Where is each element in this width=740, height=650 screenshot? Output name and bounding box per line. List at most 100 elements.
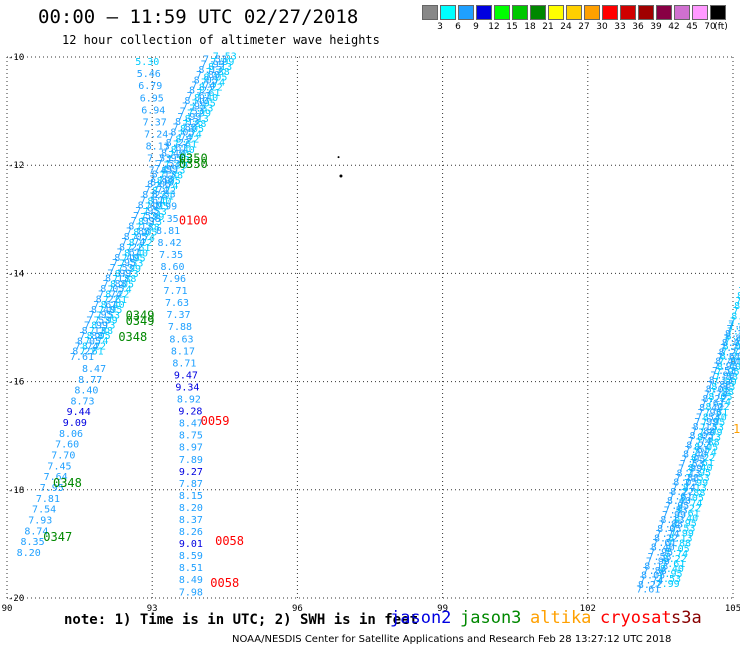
track-ribbon-value: 7.95 — [698, 408, 722, 419]
track-ribbon-value: 7.74 — [178, 129, 202, 140]
track-ribbon-value: 7.88 — [723, 333, 740, 344]
track-ribbon-value: 8.13 — [91, 321, 115, 332]
legend-swatch — [584, 5, 600, 20]
track-ribbon-value: 8.05 — [666, 544, 690, 555]
track-ribbon-value: 8.05 — [641, 571, 665, 582]
lon-tick-label: 99 — [437, 604, 448, 612]
legend-swatch — [476, 5, 492, 20]
track-ribbon-value: 8.13 — [82, 326, 106, 337]
wave-height-value: 9.34 — [175, 382, 199, 393]
track-ribbon-value: 7.95 — [159, 154, 183, 165]
wave-height-value: 8.74 — [24, 526, 48, 537]
track-ribbon-value: 8.22 — [677, 503, 701, 514]
track-ribbon-value: 7.74 — [672, 482, 696, 493]
track-ribbon-value: 8.22 — [199, 83, 223, 94]
track-ribbon-value: 7.99 — [646, 557, 670, 568]
track-ribbon-value: 8.40 — [715, 357, 739, 368]
track-ribbon-value: 8.05 — [180, 124, 204, 135]
track-ribbon-value: 8.05 — [133, 228, 157, 239]
pass-time-label: 0350 — [179, 157, 208, 171]
track-ribbon-value: 7.99 — [210, 57, 234, 68]
track-ribbon-value: 8.40 — [683, 450, 707, 461]
legend-swatch — [602, 5, 618, 20]
track-ribbon-value: 8.05 — [680, 493, 704, 504]
track-ribbon-value: 7.74 — [84, 336, 108, 347]
track-ribbon-value: 7.61 — [163, 143, 187, 154]
track-ribbon-value: 7.53 — [143, 207, 167, 218]
satellite-name: s3a — [671, 608, 702, 628]
wave-height-value: 8.71 — [172, 358, 196, 369]
track-ribbon-value: 8.40 — [688, 463, 712, 474]
track-ribbon-value: 8.22 — [119, 242, 143, 253]
track-ribbon-value: 8.40 — [91, 305, 115, 316]
track-ribbon-value: 8.13 — [644, 561, 668, 572]
track-ribbon-value: 7.61 — [93, 300, 117, 311]
wave-height-value: 7.54 — [32, 505, 56, 516]
track-ribbon-value: 7.61 — [717, 352, 740, 363]
track-ribbon-value: 7.61 — [718, 357, 740, 368]
wave-height-value: 7.35 — [159, 250, 183, 261]
legend-label: 36 — [632, 22, 644, 32]
track-ribbon-value: 8.40 — [667, 496, 691, 507]
track-ribbon-value: 8.22 — [142, 190, 166, 201]
wave-height-value: 8.42 — [158, 238, 182, 249]
track-ribbon-value: 7.95 — [145, 202, 169, 213]
legend-swatch — [422, 5, 438, 20]
track-ribbon-value: 7.99 — [684, 478, 708, 489]
track-ribbon-value: 7.99 — [727, 326, 740, 337]
wave-height-value: 7.87 — [179, 479, 203, 490]
lon-tick-label: 96 — [292, 604, 303, 612]
island-mark — [339, 174, 343, 178]
track-ribbon-value: 7.61 — [685, 445, 709, 456]
wave-height-value: 7.64 — [44, 472, 68, 483]
credit-line: NOAA/NESDIS Center for Satellite Applica… — [232, 634, 672, 645]
track-ribbon-value: 7.53 — [156, 159, 180, 170]
track-ribbon-value: 8.40 — [703, 412, 727, 423]
wave-height-value: 8.35 — [155, 214, 179, 225]
track-ribbon-value: 8.13 — [152, 169, 176, 180]
legend-swatch — [512, 5, 528, 20]
track-ribbon-value: 8.05 — [77, 336, 101, 347]
track-ribbon-value: 7.61 — [140, 195, 164, 206]
wave-height-value: 8.20 — [179, 503, 203, 514]
track-ribbon-value: 7.53 — [728, 320, 740, 331]
track-ribbon-value: 8.13 — [185, 114, 209, 125]
track-ribbon-value: 7.61 — [701, 399, 725, 410]
track-ribbon-value: 7.74 — [721, 347, 740, 358]
track-ribbon-value: 7.53 — [700, 422, 724, 433]
track-ribbon-value: 7.74 — [131, 233, 155, 244]
track-ribbon-value: 8.22 — [638, 580, 662, 591]
track-ribbon-value: 7.53 — [213, 52, 237, 63]
track-ribbon-value: 7.88 — [667, 539, 691, 550]
track-ribbon-value: 7.88 — [206, 67, 230, 78]
wave-height-value: 8.81 — [156, 226, 180, 237]
track-ribbon-value: 8.40 — [161, 148, 185, 159]
track-ribbon-value: 7.61 — [196, 88, 220, 99]
track-ribbon-value: 8.22 — [129, 238, 153, 249]
track-ribbon-value: 8.13 — [208, 62, 232, 73]
track-ribbon-value: 7.53 — [712, 366, 736, 377]
track-ribbon-value: 7.99 — [698, 428, 722, 439]
track-ribbon-value: 8.40 — [731, 311, 740, 322]
satellite-name: jason3 — [460, 608, 522, 628]
track-ribbon-value: 8.40 — [114, 253, 138, 264]
track-ribbon-value: 7.99 — [94, 316, 118, 327]
track-ribbon-value: 7.99 — [84, 321, 108, 332]
track-ribbon-value: 8.40 — [124, 248, 148, 259]
track-ribbon-value: 7.74 — [693, 448, 717, 459]
wave-height-value: 7.96 — [162, 274, 186, 285]
wave-height-value: 7.37 — [166, 310, 190, 321]
track-ribbon-value: 8.05 — [722, 338, 740, 349]
track-ribbon-value: 8.05 — [657, 524, 681, 535]
island-mark — [337, 156, 340, 159]
wave-height-legend: 3 6 9 12 15 18 21 24 27 30 33 36 39 42 45 70 (ft) — [422, 5, 732, 41]
legend-swatch — [638, 5, 654, 20]
track-ribbon-value: 8.13 — [105, 274, 129, 285]
track-ribbon-value: 7.53 — [86, 315, 110, 326]
track-ribbon-value: 7.88 — [103, 279, 127, 290]
wave-height-value: 8.59 — [179, 551, 203, 562]
track-ribbon-value: 7.61 — [150, 191, 174, 202]
track-ribbon-value: 8.05 — [100, 284, 124, 295]
track-ribbon-value: 7.88 — [696, 438, 720, 449]
track-ribbon-value: 7.61 — [117, 248, 141, 259]
